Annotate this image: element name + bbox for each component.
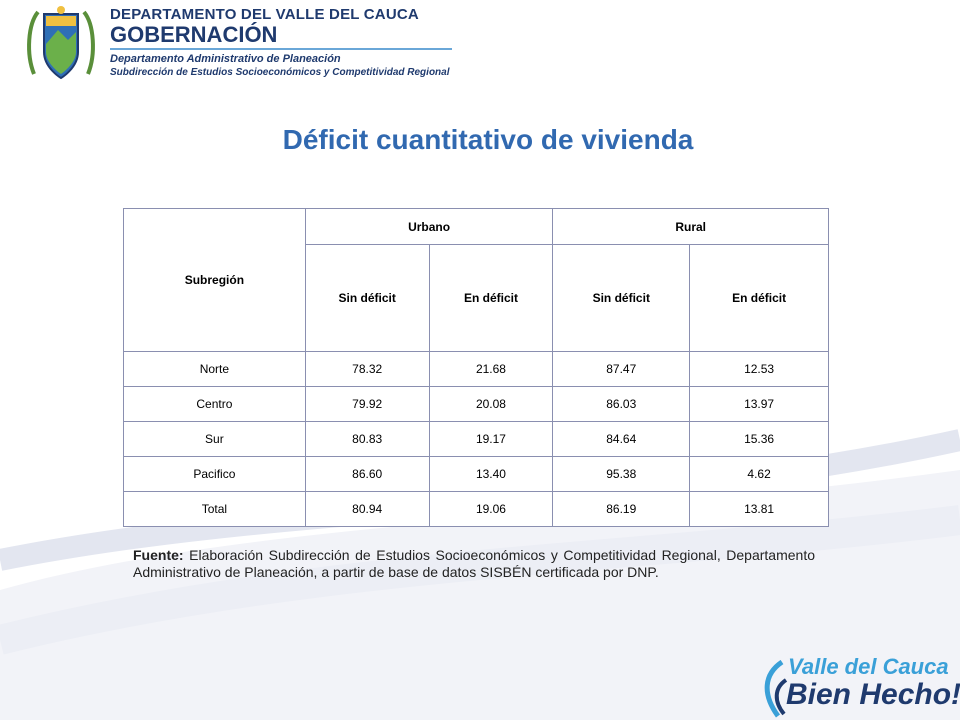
table-row: Norte 78.32 21.68 87.47 12.53 bbox=[123, 351, 829, 387]
cell-value: 87.47 bbox=[552, 351, 691, 387]
header-rural-sin-deficit: Sin déficit bbox=[552, 244, 691, 352]
cell-value: 19.06 bbox=[428, 491, 554, 527]
table-row: Centro 79.92 20.08 86.03 13.97 bbox=[123, 386, 829, 422]
cell-value: 86.19 bbox=[552, 491, 691, 527]
table-row: Sur 80.83 19.17 84.64 15.36 bbox=[123, 421, 829, 457]
cell-value: 95.38 bbox=[552, 456, 691, 492]
cell-region: Sur bbox=[123, 421, 306, 457]
cell-value: 84.64 bbox=[552, 421, 691, 457]
header-urbano-en-deficit: En déficit bbox=[428, 244, 554, 352]
header-divider bbox=[110, 48, 452, 50]
department-name: DEPARTAMENTO DEL VALLE DEL CAUCA bbox=[110, 6, 419, 23]
cell-value: 86.60 bbox=[304, 456, 430, 492]
logo-line-1: Valle del Cauca bbox=[788, 654, 949, 679]
cell-value: 21.68 bbox=[428, 351, 554, 387]
cell-value: 80.83 bbox=[304, 421, 430, 457]
coat-of-arms-icon bbox=[27, 6, 95, 80]
cell-region: Centro bbox=[123, 386, 306, 422]
cell-value: 13.40 bbox=[428, 456, 554, 492]
page-title: Déficit cuantitativo de vivienda bbox=[282, 124, 694, 155]
table-row: Total 80.94 19.06 86.19 13.81 bbox=[123, 491, 829, 527]
cell-value: 12.53 bbox=[689, 351, 829, 387]
cell-value: 15.36 bbox=[689, 421, 829, 457]
header-urbano: Urbano bbox=[304, 208, 554, 245]
cell-region: Pacifico bbox=[123, 456, 306, 492]
cell-value: 19.17 bbox=[428, 421, 554, 457]
cell-value: 4.62 bbox=[689, 456, 829, 492]
cell-value: 20.08 bbox=[428, 386, 554, 422]
cell-value: 13.97 bbox=[689, 386, 829, 422]
cell-value: 79.92 bbox=[304, 386, 430, 422]
brand-logo: Valle del Cauca Bien Hecho! bbox=[760, 650, 960, 720]
sub-office-name: Subdirección de Estudios Socioeconómicos… bbox=[110, 67, 450, 78]
header-urbano-sin-deficit: Sin déficit bbox=[304, 244, 430, 352]
header-rural: Rural bbox=[552, 208, 829, 245]
source-label: Fuente: bbox=[133, 547, 184, 563]
logo-line-2: Bien Hecho! bbox=[786, 678, 960, 711]
cell-region: Total bbox=[123, 491, 306, 527]
cell-region: Norte bbox=[123, 351, 306, 387]
swirl-icon bbox=[764, 660, 788, 718]
office-name: Departamento Administrativo de Planeació… bbox=[110, 53, 341, 65]
cell-value: 86.03 bbox=[552, 386, 691, 422]
header-region: Subregión bbox=[123, 208, 306, 352]
table-row: Pacifico 86.60 13.40 95.38 4.62 bbox=[123, 456, 829, 492]
source-note: Fuente: Elaboración Subdirección de Estu… bbox=[133, 547, 815, 581]
government-name: GOBERNACIÓN bbox=[110, 22, 278, 47]
cell-value: 78.32 bbox=[304, 351, 430, 387]
cell-value: 80.94 bbox=[304, 491, 430, 527]
header: DEPARTAMENTO DEL VALLE DEL CAUCA GOBERNA… bbox=[0, 0, 960, 95]
cell-value: 13.81 bbox=[689, 491, 829, 527]
deficit-table: Subregión Urbano Rural Sin déficit En dé… bbox=[123, 208, 829, 527]
header-rural-en-deficit: En déficit bbox=[689, 244, 829, 352]
source-text: Elaboración Subdirección de Estudios Soc… bbox=[133, 547, 815, 580]
